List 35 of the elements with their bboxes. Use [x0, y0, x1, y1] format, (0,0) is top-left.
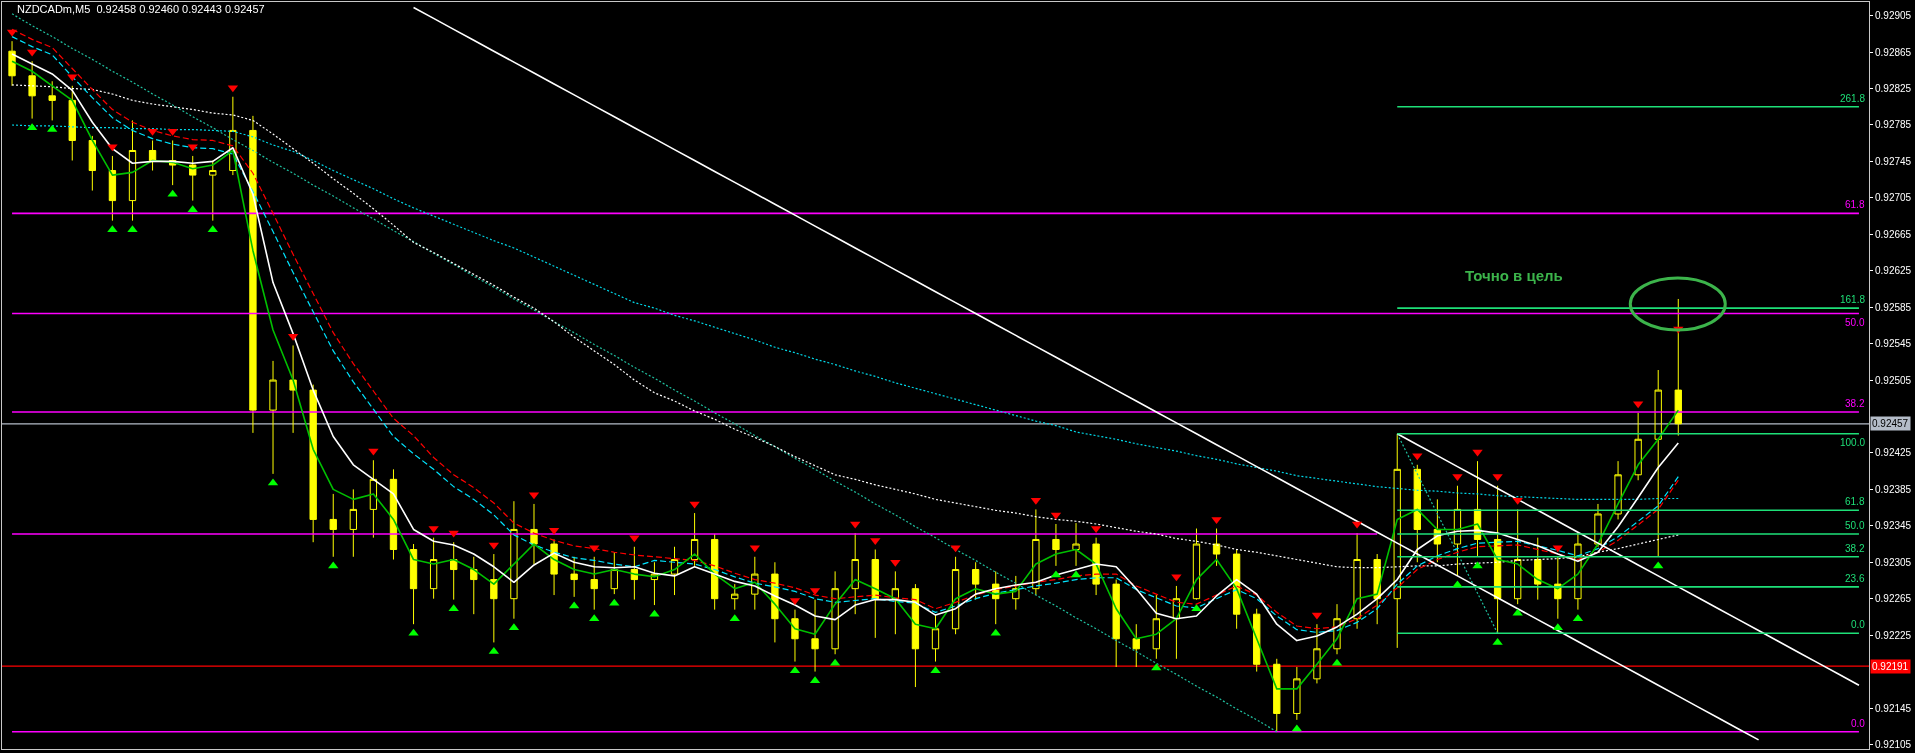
series-label: 38.2	[1845, 543, 1865, 554]
chart-title: NZDCADm,M5 0.92458 0.92460 0.92443 0.92457	[17, 2, 265, 15]
y-tick-label: 0.92345	[1875, 520, 1912, 532]
y-tick-label: 0.92105	[1875, 738, 1912, 750]
y-tick-label: 0.92585	[1875, 301, 1912, 313]
y-tick-label: 0.92785	[1875, 119, 1912, 131]
series-label: 23.6	[1845, 573, 1865, 584]
y-tick-label: 0.92865	[1875, 46, 1912, 58]
series-label: 0.0	[1851, 718, 1866, 729]
y-tick-label: 0.92905	[1875, 10, 1912, 22]
y-tick-label: 0.92385	[1875, 483, 1912, 495]
ref-line-label: 0.92457	[1872, 418, 1909, 429]
y-tick-label: 0.92625	[1875, 265, 1912, 277]
y-tick-label: 0.92225	[1875, 629, 1912, 641]
series-label: 38.2	[1845, 398, 1865, 409]
y-tick-label: 0.92705	[1875, 192, 1912, 204]
series-label: 100.0	[1840, 437, 1866, 448]
series-label: 50.0	[1845, 520, 1865, 531]
y-tick-label: 0.92265	[1875, 593, 1912, 605]
annotation: Точно в цель	[1465, 267, 1563, 284]
y-tick-label: 0.92425	[1875, 447, 1912, 459]
series-label: 50.0	[1845, 317, 1865, 328]
y-tick-label: 0.92665	[1875, 228, 1912, 240]
y-tick-label: 0.92745	[1875, 155, 1912, 167]
series-label: 61.8	[1845, 199, 1865, 210]
y-tick-label: 0.92145	[1875, 702, 1912, 714]
y-tick-label: 0.92305	[1875, 556, 1912, 568]
series-label: 161.8	[1840, 294, 1866, 305]
series-label: 61.8	[1845, 496, 1865, 507]
ref-line-label: 0.92191	[1872, 661, 1909, 672]
y-tick-label: 0.92545	[1875, 338, 1912, 350]
y-tick-label: 0.92825	[1875, 83, 1912, 95]
series-label: 261.8	[1840, 93, 1866, 104]
y-tick-label: 0.92505	[1875, 374, 1912, 386]
series-label: 0.0	[1851, 619, 1866, 630]
